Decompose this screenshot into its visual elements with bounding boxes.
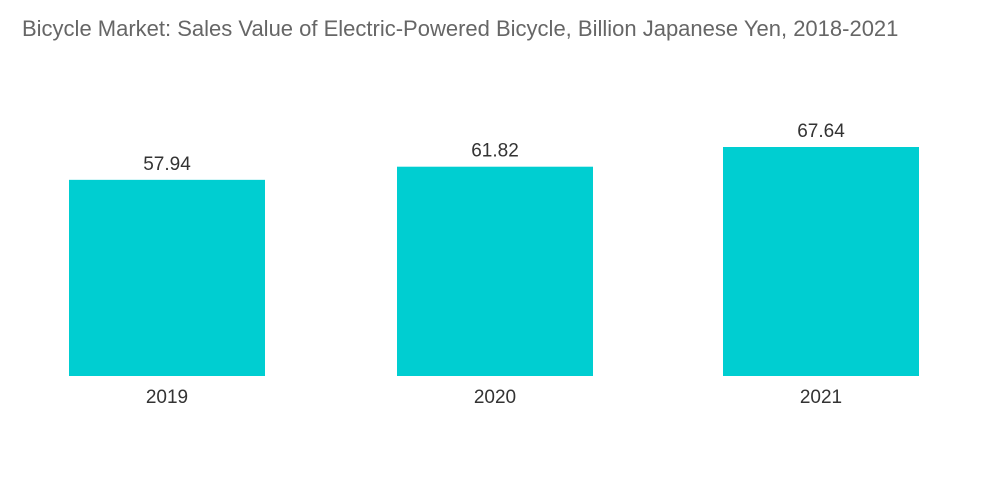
category-label-2019: 2019 bbox=[146, 387, 188, 408]
category-label-2021: 2021 bbox=[800, 387, 842, 408]
value-label-2021: 67.64 bbox=[797, 121, 845, 142]
bar-2020 bbox=[397, 166, 593, 376]
chart-title: Bicycle Market: Sales Value of Electric-… bbox=[22, 16, 899, 41]
value-label-2020: 61.82 bbox=[471, 141, 519, 162]
value-label-2019: 57.94 bbox=[143, 154, 191, 175]
category-label-2020: 2020 bbox=[474, 387, 516, 408]
bar-2021 bbox=[723, 147, 919, 376]
bar-2019 bbox=[69, 179, 265, 376]
